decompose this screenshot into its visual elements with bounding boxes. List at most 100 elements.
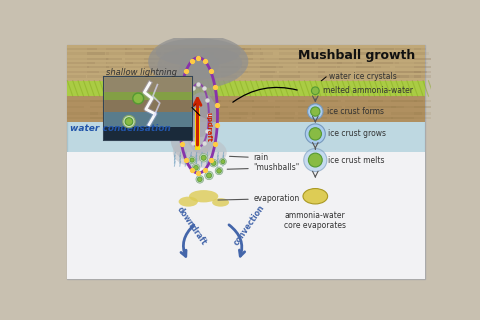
Bar: [337, 58, 368, 60]
Bar: [260, 58, 290, 60]
Bar: [375, 75, 408, 78]
Bar: [221, 48, 259, 50]
Bar: [206, 106, 237, 108]
Bar: [299, 75, 336, 78]
Bar: [279, 71, 291, 73]
Bar: [260, 52, 276, 55]
Bar: [206, 112, 257, 115]
Bar: [275, 117, 320, 119]
Bar: [137, 117, 157, 119]
Bar: [318, 71, 363, 73]
Circle shape: [206, 173, 212, 178]
Circle shape: [304, 148, 327, 172]
Text: melted ammonia-water: melted ammonia-water: [323, 86, 413, 95]
Bar: [260, 66, 288, 68]
Bar: [114, 117, 144, 119]
Bar: [356, 48, 371, 50]
Bar: [356, 61, 368, 64]
Bar: [260, 48, 275, 50]
Bar: [260, 61, 275, 64]
Bar: [125, 48, 139, 50]
Circle shape: [210, 159, 217, 167]
Circle shape: [192, 164, 200, 172]
Bar: [106, 58, 126, 60]
Bar: [183, 58, 208, 60]
Circle shape: [305, 124, 325, 144]
Bar: [299, 100, 324, 102]
Bar: [86, 66, 101, 68]
Bar: [229, 112, 267, 115]
Bar: [67, 112, 112, 115]
Circle shape: [215, 167, 223, 175]
Bar: [279, 75, 320, 78]
Bar: [164, 66, 202, 68]
Bar: [356, 66, 388, 68]
Bar: [104, 92, 192, 100]
Bar: [202, 58, 247, 60]
Bar: [395, 66, 421, 68]
Bar: [337, 66, 375, 68]
Bar: [67, 117, 100, 119]
Bar: [67, 96, 425, 122]
Bar: [356, 75, 377, 78]
Bar: [299, 117, 334, 119]
Bar: [67, 44, 425, 81]
Bar: [368, 100, 400, 102]
Bar: [345, 117, 392, 119]
Bar: [202, 48, 235, 50]
Bar: [337, 71, 383, 73]
Bar: [275, 112, 316, 115]
Bar: [202, 66, 228, 68]
Bar: [240, 75, 263, 78]
Bar: [86, 71, 132, 73]
Ellipse shape: [184, 92, 218, 154]
Bar: [414, 52, 449, 55]
Bar: [279, 58, 292, 60]
Bar: [221, 58, 252, 60]
Bar: [375, 52, 409, 55]
Bar: [106, 52, 131, 55]
Ellipse shape: [173, 137, 227, 168]
Bar: [183, 71, 200, 73]
Circle shape: [221, 160, 225, 164]
Bar: [104, 100, 192, 112]
Bar: [183, 66, 209, 68]
Circle shape: [190, 158, 194, 162]
Bar: [125, 61, 158, 64]
Ellipse shape: [212, 198, 229, 207]
Bar: [345, 100, 363, 102]
Bar: [414, 71, 454, 73]
Bar: [160, 112, 190, 115]
Text: evaporation: evaporation: [218, 194, 300, 203]
Bar: [414, 48, 434, 50]
Text: water ice crystals: water ice crystals: [329, 72, 397, 81]
Bar: [164, 52, 204, 55]
Bar: [368, 112, 403, 115]
Circle shape: [311, 107, 320, 116]
Circle shape: [308, 153, 322, 167]
Bar: [125, 66, 148, 68]
Bar: [391, 117, 428, 119]
Bar: [106, 66, 135, 68]
Ellipse shape: [170, 116, 217, 162]
Circle shape: [193, 165, 198, 170]
Bar: [144, 75, 165, 78]
Bar: [279, 52, 322, 55]
Bar: [322, 112, 337, 115]
Text: Mushball growth: Mushball growth: [298, 49, 415, 62]
Bar: [240, 52, 276, 55]
Circle shape: [133, 93, 144, 104]
Ellipse shape: [189, 190, 218, 203]
Bar: [414, 106, 461, 108]
Text: ice crust melts: ice crust melts: [328, 156, 385, 164]
FancyArrow shape: [195, 108, 200, 150]
Bar: [67, 66, 87, 68]
Bar: [337, 48, 357, 50]
Bar: [125, 52, 171, 55]
Bar: [137, 106, 166, 108]
Bar: [86, 48, 110, 50]
Text: ammonia-water
core evaporates: ammonia-water core evaporates: [284, 211, 346, 230]
Bar: [318, 58, 346, 60]
Bar: [160, 117, 194, 119]
Bar: [299, 71, 312, 73]
